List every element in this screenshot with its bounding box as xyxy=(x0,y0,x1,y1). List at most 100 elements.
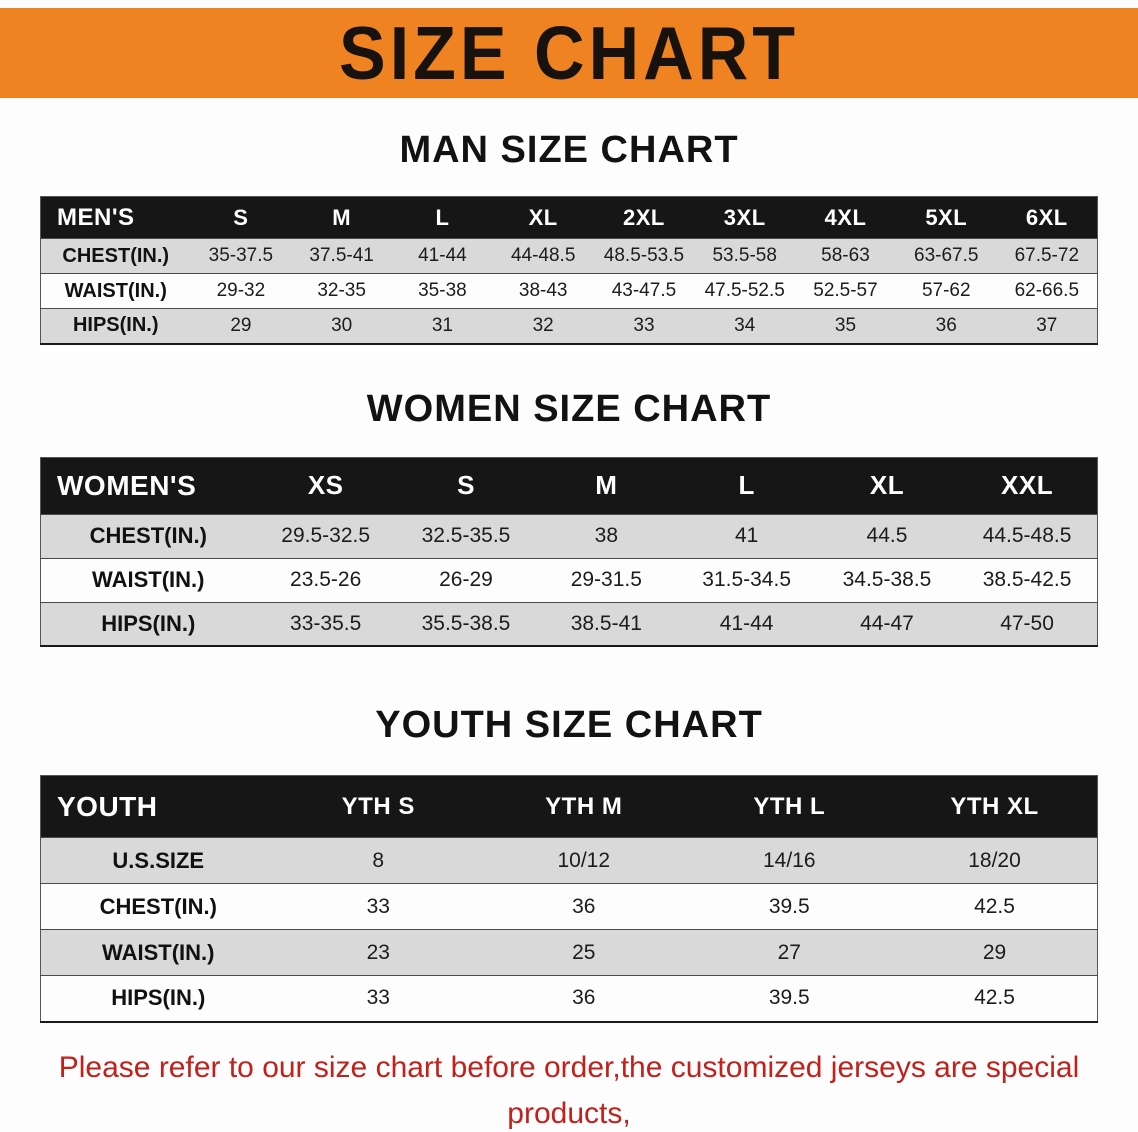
size-value: 43-47.5 xyxy=(611,280,677,301)
size-value: 36 xyxy=(935,314,957,336)
measurement-row: CHEST(IN.) 29.5-32.5 32.5-35.5 38 41 44.5 44.5… xyxy=(40,514,1098,558)
size-value: 63-67.5 xyxy=(914,245,979,266)
size-column-header: XL xyxy=(816,457,958,514)
table-header-row: MEN'S S M L XL 2XL 3XL 4XL 5XL 6XL xyxy=(40,196,1098,239)
size-value: 38.5-42.5 xyxy=(982,568,1072,591)
size-value: 25 xyxy=(572,940,596,964)
size-value: 38.5-41 xyxy=(570,611,642,635)
row-label: WAIST(IN.) xyxy=(102,939,215,965)
youth-size-table: YOUTH YTH S YTH M YTH L YTH XL U.S.SIZE 8 10/12… xyxy=(40,775,1098,1023)
size-value: 48.5-53.5 xyxy=(603,245,685,266)
size-value: 18/20 xyxy=(968,848,1021,872)
row-label: HIPS(IN.) xyxy=(72,314,159,337)
size-value: 62-66.5 xyxy=(1014,280,1080,301)
size-value: 29-31.5 xyxy=(570,568,642,591)
size-value: 36 xyxy=(572,894,596,918)
size-column-header: YTH XL xyxy=(892,775,1098,838)
size-value: 44.5-48.5 xyxy=(982,524,1072,547)
table-title-cell: YOUTH xyxy=(40,775,276,838)
size-value: 29 xyxy=(982,940,1007,964)
measurement-row: WAIST(IN.) 29-32 32-35 35-38 38-43 43-47.5 47.… xyxy=(40,273,1098,309)
size-column-header: 3XL xyxy=(694,196,796,239)
row-label: U.S.SIZE xyxy=(112,847,205,873)
size-value: 47.5-52.5 xyxy=(704,280,785,301)
measurement-row: U.S.SIZE 8 10/12 14/16 18/20 xyxy=(40,837,1098,884)
size-column-header: 4XL xyxy=(795,196,896,239)
row-label: HIPS(IN.) xyxy=(111,985,206,1011)
size-column-header: S xyxy=(190,196,292,239)
size-value: 10/12 xyxy=(557,848,611,872)
size-value: 52.5-57 xyxy=(813,280,878,301)
measurement-row: WAIST(IN.) 23.5-26 26-29 29-31.5 31.5-34.5 34… xyxy=(40,558,1098,602)
row-label: WAIST(IN.) xyxy=(64,279,167,302)
size-value: 29-32 xyxy=(216,280,266,301)
size-value: 41-44 xyxy=(719,611,774,635)
size-column-header: L xyxy=(676,457,817,514)
size-value: 35.5-38.5 xyxy=(421,611,511,635)
size-value: 57-62 xyxy=(921,280,971,301)
size-value: 8 xyxy=(372,848,385,872)
size-value: 44.5 xyxy=(866,524,908,547)
table-header-row: YOUTH YTH S YTH M YTH L YTH XL xyxy=(40,775,1098,838)
men-section-heading: MAN SIZE CHART xyxy=(399,129,739,171)
measurement-row: HIPS(IN.) 33 36 39.5 42.5 xyxy=(40,975,1098,1022)
women-section-heading: WOMEN SIZE CHART xyxy=(366,387,772,430)
size-value: 34.5-38.5 xyxy=(842,568,932,591)
measurement-row: HIPS(IN.) 29 30 31 32 33 34 35 36 37 xyxy=(40,308,1098,344)
measurement-row: CHEST(IN.) 33 36 39.5 42.5 xyxy=(40,883,1098,930)
size-column-header: M xyxy=(291,196,393,239)
measurement-row: CHEST(IN.) 35-37.5 37.5-41 41-44 44-48.5 48.5… xyxy=(40,238,1098,274)
size-value: 33 xyxy=(633,314,655,336)
row-label: CHEST(IN.) xyxy=(62,244,170,267)
measurement-row: WAIST(IN.) 23 25 27 29 xyxy=(40,929,1098,976)
size-value: 33 xyxy=(366,894,390,918)
table-title-cell: MEN'S xyxy=(40,196,191,239)
size-column-header: 6XL xyxy=(996,196,1098,239)
size-value: 37 xyxy=(1036,314,1058,336)
row-label: CHEST(IN.) xyxy=(99,893,217,919)
size-value: 41-44 xyxy=(418,245,467,266)
size-value: 67.5-72 xyxy=(1014,245,1080,266)
size-value: 32.5-35.5 xyxy=(421,524,511,547)
size-column-header: L xyxy=(392,196,493,239)
size-value: 27 xyxy=(777,940,801,964)
size-value: 39.5 xyxy=(768,986,810,1010)
size-column-header: YTH L xyxy=(686,775,892,838)
size-value: 29 xyxy=(230,314,252,336)
size-value: 32-35 xyxy=(317,280,366,301)
size-value: 41 xyxy=(734,524,759,547)
table-header-row: WOMEN'S XS S M L XL XXL xyxy=(40,457,1098,514)
size-value: 58-63 xyxy=(821,245,870,266)
size-column-header: 5XL xyxy=(895,196,997,239)
size-column-header: YTH M xyxy=(481,775,687,838)
size-value: 35-38 xyxy=(418,280,467,301)
size-value: 47-50 xyxy=(1000,611,1054,635)
size-value: 44-47 xyxy=(860,611,914,635)
size-chart-banner: SIZE CHART xyxy=(0,8,1138,98)
size-value: 23.5-26 xyxy=(290,568,362,591)
size-value: 37.5-41 xyxy=(309,245,374,266)
disclaimer-text: Please refer to our size chart before or… xyxy=(0,1045,1138,1132)
size-value: 44-48.5 xyxy=(510,245,576,266)
measurement-row: HIPS(IN.) 33-35.5 35.5-38.5 38.5-41 41-44 44-… xyxy=(40,602,1098,646)
size-value: 35 xyxy=(834,314,857,336)
table-title-cell: WOMEN'S xyxy=(40,457,256,514)
size-column-header: YTH S xyxy=(275,775,481,838)
size-value: 31 xyxy=(431,314,453,336)
size-value: 42.5 xyxy=(974,986,1015,1010)
size-value: 33-35.5 xyxy=(290,611,362,635)
size-value: 33 xyxy=(366,986,390,1010)
row-label: WAIST(IN.) xyxy=(92,567,205,592)
size-column-header: M xyxy=(536,457,677,514)
row-label: CHEST(IN.) xyxy=(89,523,207,548)
size-value: 39.5 xyxy=(768,894,810,918)
size-value: 42.5 xyxy=(974,894,1015,918)
size-value: 36 xyxy=(572,986,596,1010)
size-value: 29.5-32.5 xyxy=(281,524,371,547)
size-column-header: S xyxy=(395,457,537,514)
disclaimer-line-1: Please refer to our size chart before or… xyxy=(58,1050,1080,1130)
size-value: 32 xyxy=(532,314,554,336)
size-value: 14/16 xyxy=(762,848,816,872)
size-value: 34 xyxy=(734,314,756,336)
size-column-header: XS xyxy=(255,457,396,514)
